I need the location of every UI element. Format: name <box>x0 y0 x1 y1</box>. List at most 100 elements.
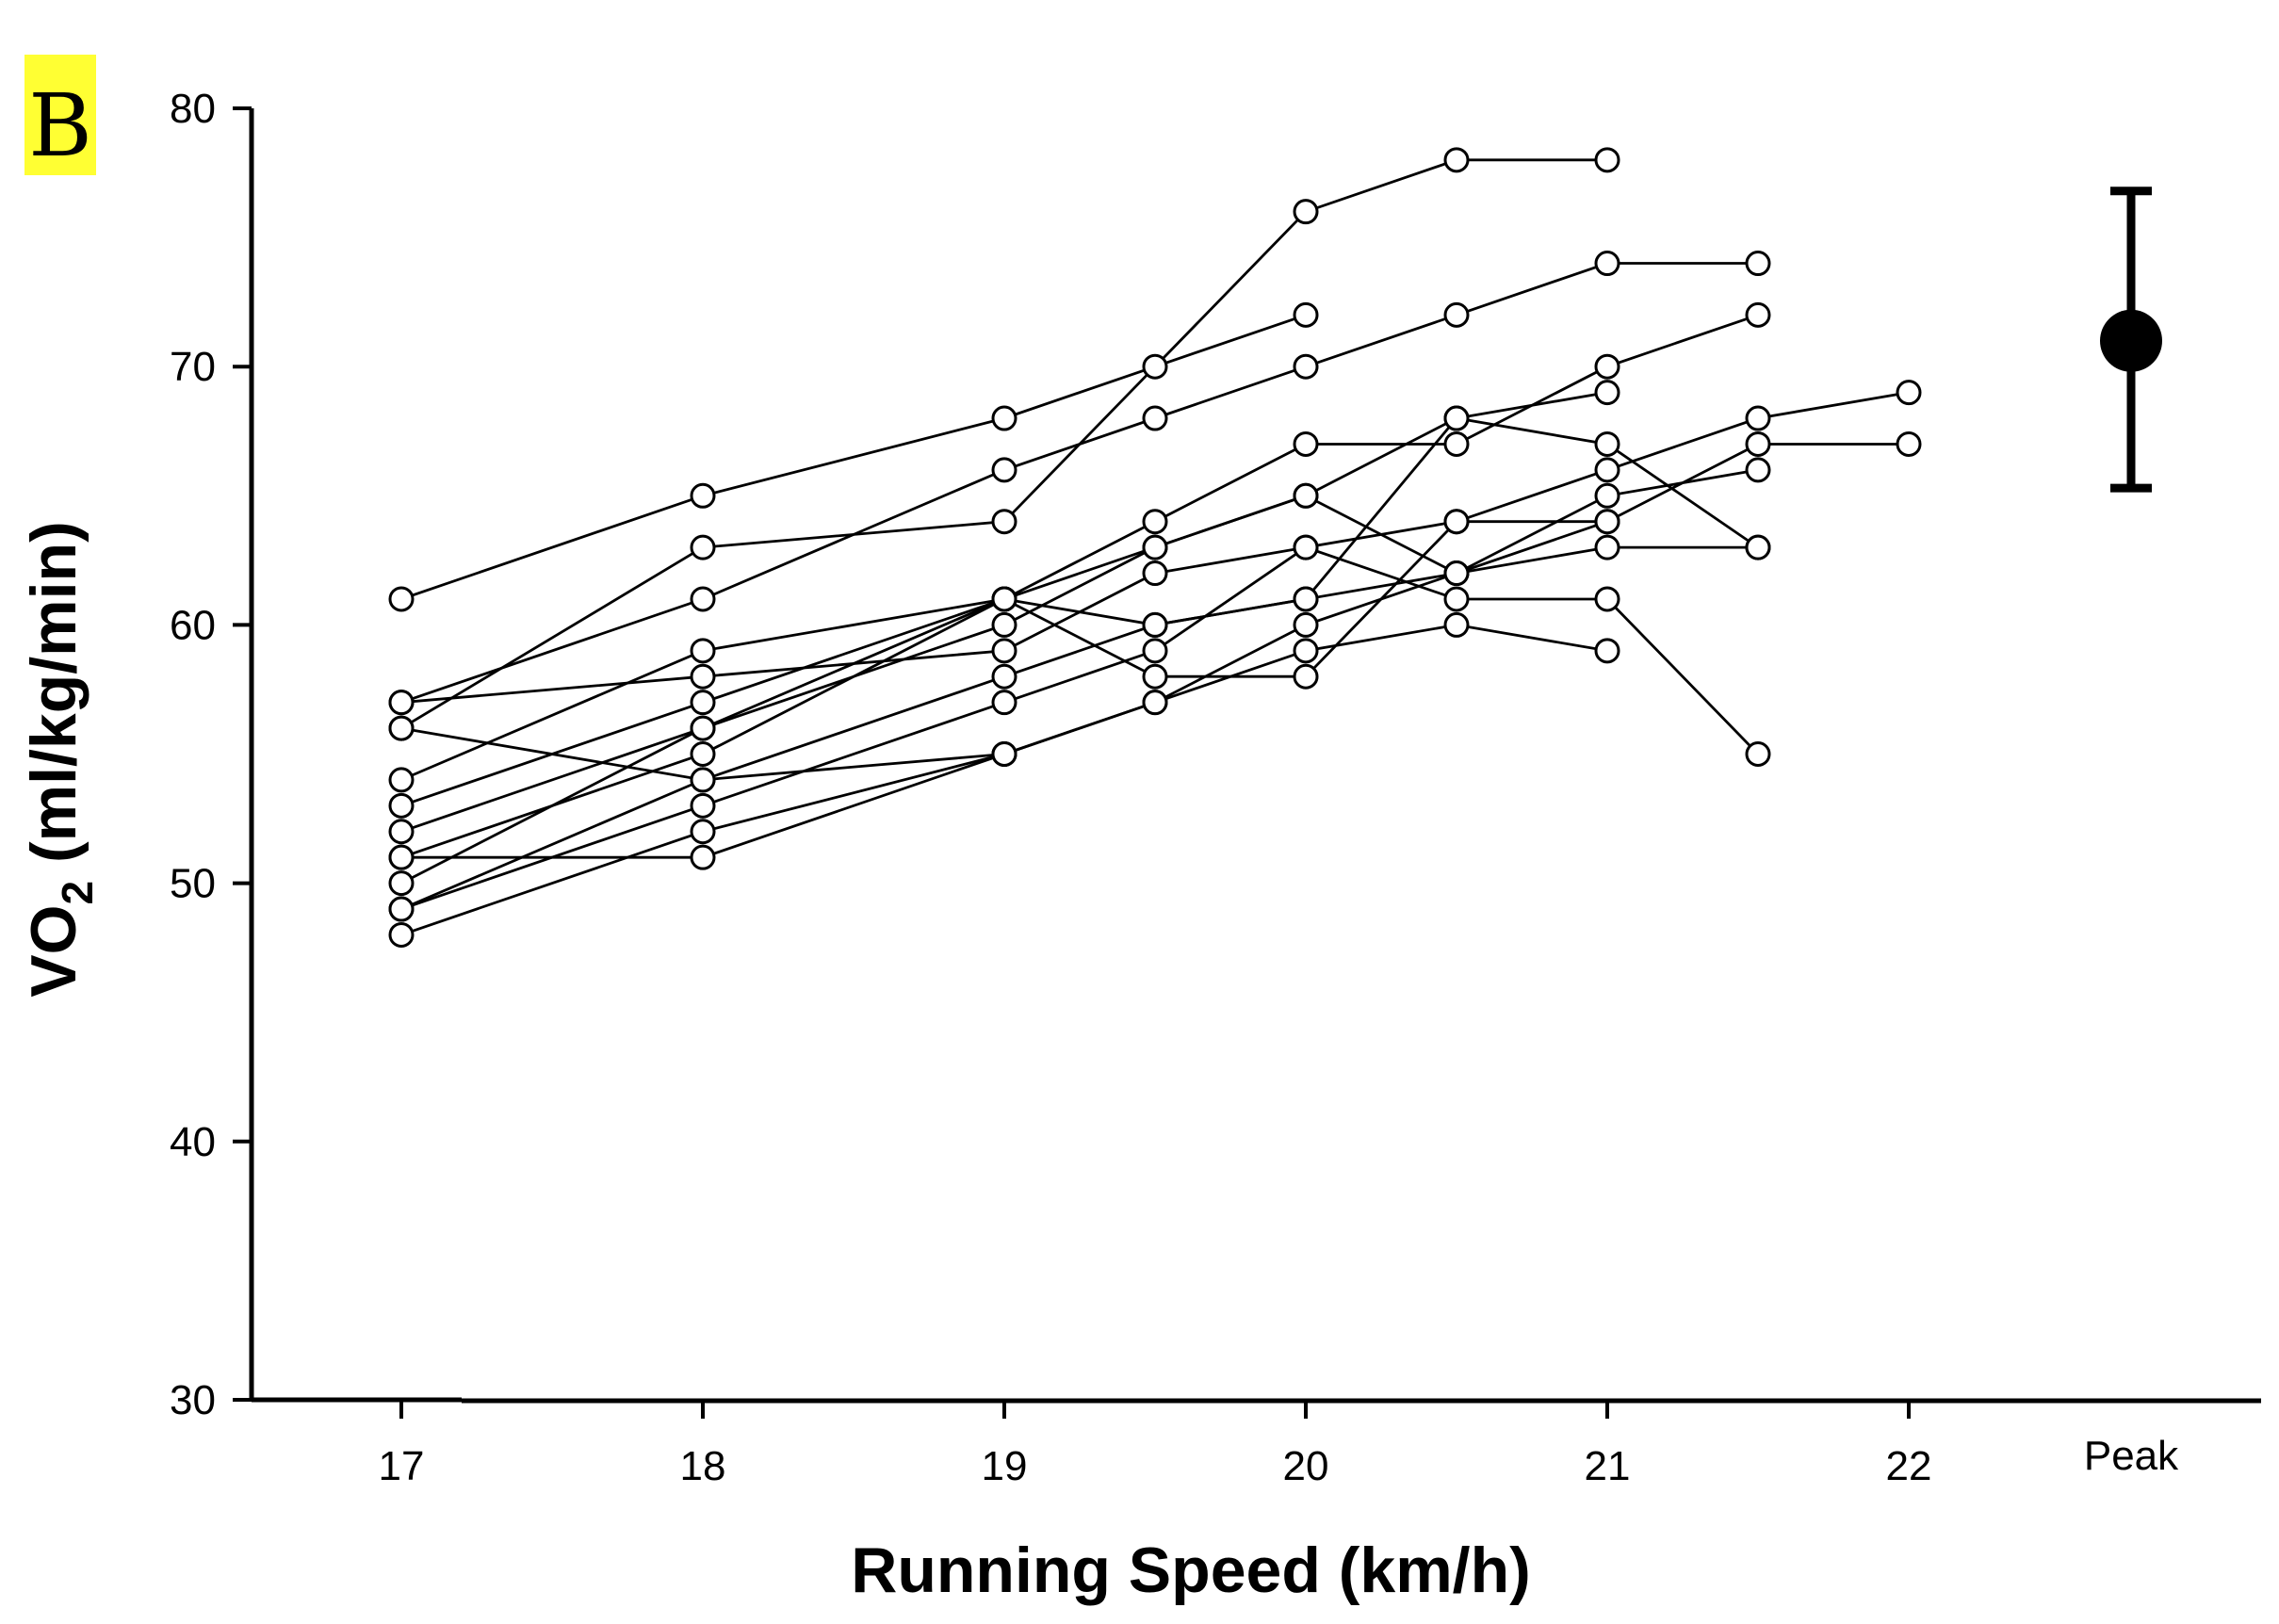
series-line-S6 <box>400 416 1759 834</box>
data-point <box>1896 430 1922 457</box>
series-line-S7 <box>400 520 1607 859</box>
x-axis-title: Running Speed (km/h) <box>851 1535 1531 1606</box>
data-point <box>1443 560 1470 587</box>
data-point <box>690 792 716 819</box>
data-point <box>388 896 415 922</box>
panel-label: B <box>28 75 92 176</box>
data-point <box>388 690 415 716</box>
x-tick-label: 18 <box>680 1443 726 1489</box>
data-point <box>388 767 415 793</box>
y-tick-label: 30 <box>170 1377 216 1423</box>
data-point <box>1443 611 1470 638</box>
data-point <box>1293 638 1319 664</box>
data-point <box>690 534 716 560</box>
data-point <box>1293 482 1319 509</box>
data-point <box>690 690 716 716</box>
data-point <box>1443 430 1470 457</box>
x-tick-label: 21 <box>1585 1443 1631 1489</box>
data-point <box>991 509 1017 535</box>
x-tick-label: 17 <box>379 1443 425 1489</box>
data-point <box>1443 301 1470 328</box>
data-point <box>1142 638 1168 664</box>
data-point <box>1594 430 1620 457</box>
data-point <box>1293 534 1319 560</box>
data-point <box>991 405 1017 431</box>
data-point <box>1142 611 1168 638</box>
y-tick-label: 60 <box>170 602 216 648</box>
data-point <box>690 638 716 664</box>
data-point <box>690 586 716 612</box>
data-point <box>991 586 1017 612</box>
data-point <box>388 715 415 741</box>
data-point <box>1745 741 1771 767</box>
series-line-S12 <box>401 545 1758 859</box>
data-point <box>1293 586 1319 612</box>
y-tick-label: 50 <box>170 861 216 907</box>
x-tick-label: 22 <box>1886 1443 1932 1489</box>
data-point <box>690 741 716 767</box>
data-point <box>1594 380 1620 406</box>
data-point <box>1745 251 1771 277</box>
data-point <box>1594 457 1620 483</box>
y-tick-label: 80 <box>170 86 216 132</box>
peak-mean-point <box>2100 309 2162 372</box>
data-point <box>690 482 716 509</box>
data-point <box>388 844 415 870</box>
data-point <box>1745 457 1771 483</box>
series-line-S8 <box>400 468 1759 885</box>
data-point <box>1443 509 1470 535</box>
panel-label-background <box>24 55 96 175</box>
data-point <box>388 586 415 612</box>
data-point <box>1443 586 1470 612</box>
data-point <box>1142 509 1168 535</box>
data-point <box>1896 380 1922 406</box>
data-point <box>1293 301 1319 328</box>
data-point <box>1293 353 1319 380</box>
x-tick-label: 20 <box>1283 1443 1329 1489</box>
series-line-S1 <box>400 314 1307 601</box>
data-point <box>1745 301 1771 328</box>
peak-label: Peak <box>2084 1433 2179 1479</box>
series-line-S3 <box>400 262 1758 705</box>
data-point <box>1594 482 1620 509</box>
data-point <box>388 870 415 897</box>
data-point <box>690 844 716 870</box>
data-point <box>991 457 1017 483</box>
data-point <box>1142 560 1168 587</box>
data-point <box>1142 534 1168 560</box>
data-point <box>1293 430 1319 457</box>
data-point <box>1142 690 1168 716</box>
data-point <box>1293 663 1319 690</box>
data-point <box>1594 586 1620 612</box>
x-tick-label: 19 <box>982 1443 1028 1489</box>
data-point <box>690 767 716 793</box>
data-point <box>690 715 716 741</box>
data-point <box>388 819 415 845</box>
data-point <box>388 921 415 948</box>
data-point <box>1293 199 1319 225</box>
data-point <box>1594 353 1620 380</box>
series-line-S11 <box>400 545 1760 911</box>
data-point <box>991 663 1017 690</box>
data-point <box>1293 611 1319 638</box>
data-point <box>1745 534 1771 560</box>
data-point <box>1745 430 1771 457</box>
series-layer <box>388 147 1922 948</box>
data-point <box>1594 147 1620 173</box>
axes <box>249 108 2261 1404</box>
data-point <box>991 741 1017 767</box>
data-point <box>1594 509 1620 535</box>
data-point <box>1142 353 1168 380</box>
y-axis-title: VO2 (ml/kg/min) <box>18 521 102 997</box>
y-tick-label: 70 <box>170 344 216 390</box>
data-point <box>1443 405 1470 431</box>
data-point <box>690 663 716 690</box>
data-point <box>991 690 1017 716</box>
series-line-S4 <box>400 391 1608 782</box>
data-point <box>991 611 1017 638</box>
data-point <box>1142 405 1168 431</box>
tick-marks: 30 40 50 60 70 80 17 18 19 20 21 22 <box>170 86 1931 1489</box>
data-point <box>1443 147 1470 173</box>
data-point <box>991 638 1017 664</box>
